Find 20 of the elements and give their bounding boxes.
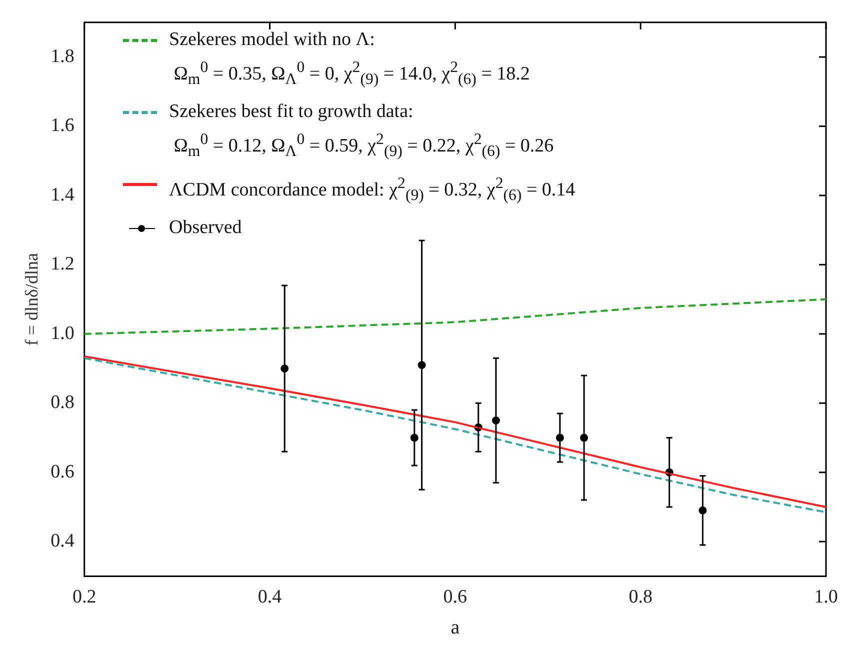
y-tick-label: 1.0 bbox=[50, 322, 74, 344]
legend-label: Observed bbox=[169, 216, 242, 240]
y-axis-title: f = dlnδ/dlna bbox=[22, 252, 42, 346]
legend-label: ΛCDM concordance model: χ$^{2}$$_{(9)}$ = 0.32, χ$^{2}$$_{(6)}$ = 0.14 bbox=[169, 174, 576, 206]
y-tick-label: 1.2 bbox=[50, 254, 74, 275]
x-tick-label: 0.4 bbox=[258, 586, 282, 608]
x-tick-label: 1.0 bbox=[814, 586, 838, 608]
y-tick-label: 1.4 bbox=[50, 184, 75, 206]
x-tick-label: 0.8 bbox=[628, 586, 652, 608]
text: Szekeres best fit to growth data: Ω$_{m}$$^{0}$ = 0.12, Ω$_{Λ}$$^{0}$ = 0.59, χ$^{2}$$_{(9)}$ = 0.22, χ$^{2}$$_{(6)}$ = 0.26 bbox=[169, 101, 554, 160]
y-tick-label: 0.6 bbox=[50, 461, 74, 482]
y-tick-label: 0.4 bbox=[50, 530, 75, 552]
y-tick-label: 1.6 bbox=[50, 115, 74, 136]
x-tick-label: 0.2 bbox=[72, 586, 96, 608]
y-tick-label: 0.8 bbox=[50, 392, 74, 414]
y-tick-label: 1.8 bbox=[50, 46, 74, 67]
x-tick-label: 0.6 bbox=[443, 586, 468, 608]
line-series bbox=[84, 298, 826, 335]
x-axis-title: a bbox=[450, 616, 460, 638]
text: Szekeres model with no Λ: Ω$_{m}$$^{0}$ = 0.35, Ω$_{Λ}$$^{0}$ = 0, χ$^{2}$$_{(9)}$ = 14.0, χ$^{2}$$_{(6)}$ = 18.2 bbox=[169, 29, 530, 88]
